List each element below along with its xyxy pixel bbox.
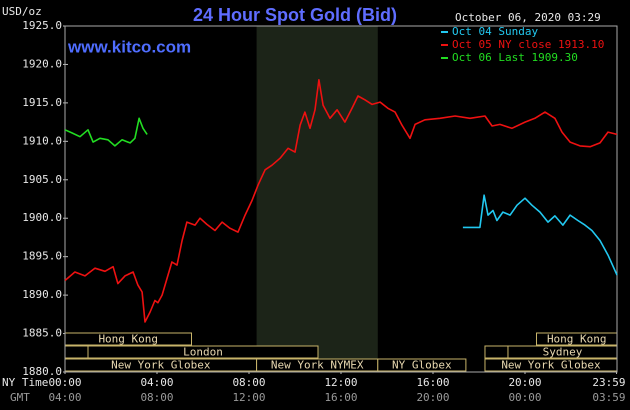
session-label: Hong Kong: [547, 333, 607, 346]
plot-frame: [64, 25, 618, 373]
y-tick-label: 1915.0: [22, 96, 62, 109]
session-label: Sydney: [543, 346, 583, 359]
chart-title: 24 Hour Spot Gold (Bid): [193, 5, 397, 25]
x-tick-label: 12:00: [324, 376, 357, 389]
x-tick-label-gmt: 16:00: [324, 391, 357, 404]
x-row-label: GMT: [10, 391, 30, 404]
shaded-region: [256, 26, 378, 372]
legend-label: Oct 04 Sunday: [452, 25, 538, 38]
legend-label: Oct 06 Last 1909.30: [452, 51, 578, 64]
y-tick-label: 1885.0: [22, 327, 62, 340]
legend-label: Oct 05 NY close 1913.10: [452, 38, 604, 51]
y-tick-label: 1910.0: [22, 134, 62, 147]
session-box: [377, 358, 467, 372]
y-tick-label: 1920.0: [22, 57, 62, 70]
session-label: NY Globex: [392, 359, 452, 372]
y-tick-label: 1880.0: [22, 365, 62, 378]
x-tick-label: 00:00: [48, 376, 81, 389]
x-tick-label-gmt: 08:00: [140, 391, 173, 404]
price-line: [462, 194, 618, 276]
session-label: Hong Kong: [98, 333, 158, 346]
x-row-label: NY Time: [2, 376, 48, 389]
price-line: [64, 117, 148, 147]
x-tick-label: 20:00: [508, 376, 541, 389]
price-line: [64, 79, 618, 323]
y-tick-label: 1900.0: [22, 211, 62, 224]
session-box: [484, 345, 509, 359]
x-tick-label: 23:59: [592, 376, 625, 389]
x-tick-label-gmt: 03:59: [592, 391, 625, 404]
timestamp: October 06, 2020 03:29: [455, 11, 601, 24]
x-tick-label-gmt: 04:00: [48, 391, 81, 404]
y-tick-label: 1905.0: [22, 173, 62, 186]
session-box: [64, 345, 89, 359]
session-label: New York Globex: [501, 359, 601, 372]
x-tick-label-gmt: 12:00: [232, 391, 265, 404]
session-label: New York NYMEX: [271, 359, 364, 372]
y-tick-label: 1925.0: [22, 19, 62, 32]
x-tick-label: 16:00: [416, 376, 449, 389]
y-unit: USD/oz: [2, 5, 42, 18]
y-tick-label: 1895.0: [22, 250, 62, 263]
y-tick-label: 1890.0: [22, 288, 62, 301]
website: www.kitco.com: [67, 37, 191, 56]
x-tick-label-gmt: 00:00: [508, 391, 541, 404]
session-label: New York Globex: [111, 359, 211, 372]
x-tick-label: 04:00: [140, 376, 173, 389]
session-box: [87, 345, 319, 359]
x-tick-label-gmt: 20:00: [416, 391, 449, 404]
session-label: London: [183, 346, 223, 359]
x-tick-label: 08:00: [232, 376, 265, 389]
